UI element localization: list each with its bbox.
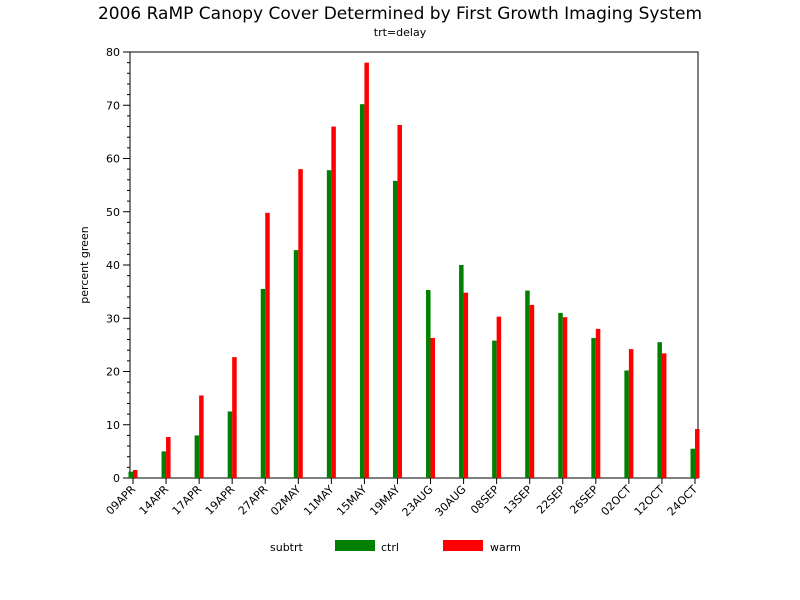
x-tick-label: 02MAY: [268, 483, 303, 518]
bar-ctrl: [591, 337, 596, 478]
plot-frame: [129, 51, 699, 479]
plot-area: [129, 51, 699, 479]
chart-title: 2006 RaMP Canopy Cover Determined by Fir…: [98, 4, 702, 24]
legend-label-warm: warm: [490, 541, 521, 554]
bar-ctrl: [128, 471, 133, 478]
x-tick-label: 14APR: [137, 483, 172, 518]
x-tick-label: 19APR: [203, 483, 238, 518]
y-tick-label: 10: [106, 419, 120, 432]
bar-warm: [628, 349, 634, 478]
legend: subtrt ctrl warm: [270, 540, 521, 554]
bar-warm: [562, 317, 568, 478]
y-tick-label: 20: [106, 366, 120, 379]
bar-warm: [695, 429, 700, 478]
x-tick-label: 02OCT: [599, 483, 635, 519]
x-tick-label: 17APR: [170, 483, 205, 518]
y-tick-label: 40: [106, 259, 120, 272]
bar-ctrl: [392, 180, 398, 479]
bar-ctrl: [227, 411, 233, 478]
x-tick-label: 13SEP: [501, 483, 535, 517]
bar-warm: [529, 304, 535, 478]
y-axis: 0 10 20 30 40 50 60 70 80: [106, 46, 130, 485]
bar-warm: [265, 212, 270, 478]
x-tick-label: 15MAY: [334, 483, 369, 518]
bar-warm: [331, 126, 336, 479]
x-axis: 09APR14APR17APR19APR27APR02MAY11MAY15MAY…: [104, 478, 701, 519]
y-tick-label: 50: [106, 206, 120, 219]
y-axis-label: percent green: [78, 226, 91, 303]
bar-warm: [232, 357, 237, 478]
bar-warm: [133, 470, 138, 478]
bar-warm: [463, 292, 469, 478]
bar-warm: [397, 124, 402, 478]
bar-ctrl: [326, 170, 332, 478]
bar-warm: [430, 337, 436, 478]
x-tick-label: 24OCT: [665, 483, 701, 519]
bars: [128, 62, 700, 479]
bar-ctrl: [525, 290, 530, 478]
y-tick-label: 70: [106, 99, 120, 112]
bar-warm: [496, 316, 502, 478]
bar-ctrl: [492, 340, 497, 478]
legend-swatch-warm: [443, 540, 483, 551]
x-tick-label: 08SEP: [468, 483, 502, 517]
x-tick-label: 11MAY: [301, 483, 336, 518]
y-tick-label: 0: [113, 472, 120, 485]
y-tick-label: 80: [106, 46, 120, 59]
y-tick-label: 30: [106, 312, 120, 325]
x-tick-label: 12OCT: [632, 483, 668, 519]
x-tick-label: 30AUG: [433, 483, 469, 519]
bar-ctrl: [293, 250, 299, 478]
bar-ctrl: [426, 290, 431, 478]
x-tick-label: 19MAY: [367, 483, 402, 518]
bar-ctrl: [558, 312, 563, 478]
bar-warm: [661, 353, 667, 478]
bar-ctrl: [359, 104, 365, 478]
legend-title: subtrt: [270, 541, 304, 554]
bar-ctrl: [161, 451, 167, 478]
bar-warm: [595, 328, 601, 478]
legend-label-ctrl: ctrl: [381, 541, 399, 554]
bar-ctrl: [260, 288, 266, 478]
bar-ctrl: [459, 265, 464, 478]
y-tick-label: 60: [106, 153, 120, 166]
bar-warm: [199, 395, 204, 478]
bar-warm: [166, 436, 171, 478]
legend-swatch-ctrl: [335, 540, 375, 551]
bar-ctrl: [690, 448, 695, 478]
x-tick-label: 27APR: [236, 483, 271, 518]
x-tick-label: 22SEP: [534, 483, 568, 517]
bar-warm: [298, 169, 303, 478]
x-tick-label: 23AUG: [400, 483, 436, 519]
x-tick-label: 26SEP: [567, 483, 601, 517]
chart-subtitle: trt=delay: [374, 26, 427, 39]
bar-warm: [364, 62, 369, 479]
x-tick-label: 09APR: [104, 483, 139, 518]
bar-ctrl: [194, 435, 200, 478]
bar-ctrl: [657, 342, 662, 478]
bar-ctrl: [624, 370, 629, 478]
